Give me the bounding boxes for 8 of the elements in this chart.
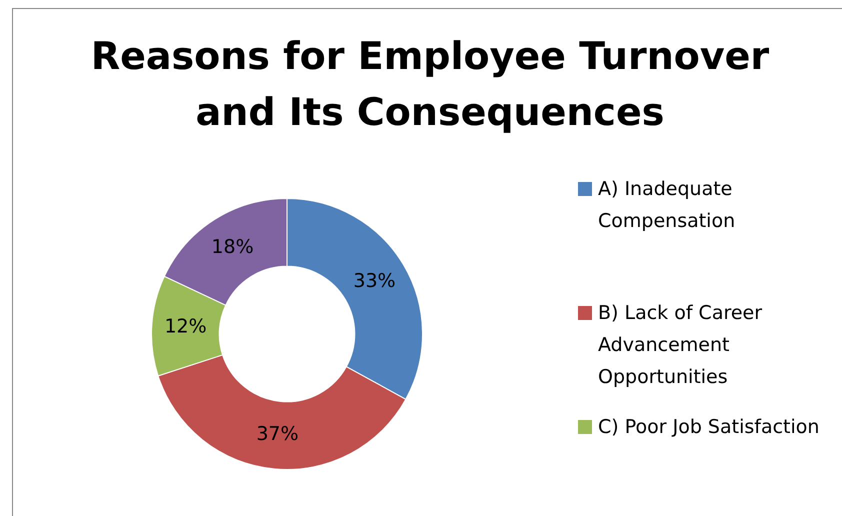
chart-title: Reasons for Employee Turnover and Its Consequences <box>90 33 770 136</box>
legend-label: B) Lack of Career Advancement Opportunities <box>598 301 764 390</box>
data-label: 18% <box>211 236 254 258</box>
data-label: 33% <box>353 270 396 292</box>
legend-label: A) Inadequate Compensation <box>598 177 736 234</box>
legend-label: C) Poor Job Satisfaction <box>598 415 820 440</box>
data-label: 12% <box>164 316 207 338</box>
data-label: 37% <box>256 423 299 446</box>
